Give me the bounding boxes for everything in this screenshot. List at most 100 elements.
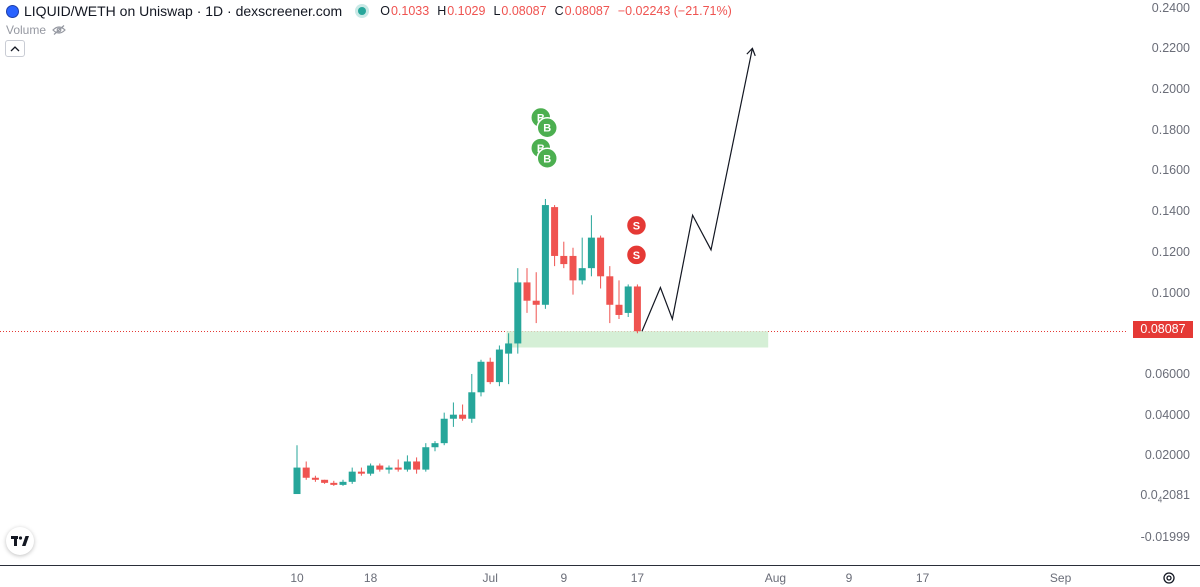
candle-up[interactable] [505,343,513,354]
candle-down[interactable] [486,361,494,383]
change-value: −0.02243 (−21.71%) [617,4,732,18]
candle-down[interactable] [394,467,402,470]
ohlc-readout: O0.1033 H0.1029 L0.08087 C0.08087 −0.022… [380,4,732,18]
candle-up[interactable] [578,268,586,281]
ohlc-key: O [380,4,390,18]
exchange-logo-icon [6,4,19,18]
price-axis[interactable]: 0.2400 0.2200 0.2000 0.1800 0.1600 0.1400 0.12… [1126,0,1200,566]
ohlc-value: 0.08087 [564,4,610,18]
candle-down[interactable] [560,255,568,265]
ohlc-value: 0.1033 [390,4,430,18]
price-axis-label: 0.1200 [1151,244,1190,259]
settings-gear-icon[interactable] [1162,571,1176,585]
sell-marker[interactable]: S [625,214,648,237]
candle-up[interactable] [440,418,448,444]
marker-label: S [633,220,640,232]
ohlc-key: H [437,4,447,18]
candle-up[interactable] [367,465,375,474]
time-axis-label: 9 [845,571,853,585]
ohlc-key: C [554,4,564,18]
candle-up[interactable] [468,392,476,419]
ohlc-key: L [493,4,501,18]
price-axis-label: 0.1000 [1151,285,1190,300]
price-axis-label: 0.2000 [1151,82,1190,97]
candle-down[interactable] [357,471,365,474]
candle-down[interactable] [376,465,384,470]
candle-down[interactable] [615,304,623,315]
volume-indicator-row[interactable]: Volume [6,23,66,37]
candle-up[interactable] [449,414,457,419]
candle-up[interactable] [477,361,485,393]
marker-label: S [633,250,640,262]
market-status-icon [358,7,367,15]
candle-down[interactable] [459,414,467,419]
marker-label: B [543,123,551,135]
candle-up[interactable] [431,443,439,448]
time-axis-label: 9 [560,571,568,585]
current-price-tag: 0.08087 [1133,321,1193,338]
candle-up[interactable] [348,471,356,482]
support-zone [506,331,769,348]
price-axis-label: 0.042081 [1140,487,1190,505]
time-axis-label: Sep [1049,571,1072,585]
candle-up[interactable] [587,237,595,269]
price-axis-label: 0.1400 [1151,204,1190,219]
price-axis-label: 0.2400 [1151,0,1190,15]
ohlc-value: 0.08087 [501,4,547,18]
candle-down[interactable] [551,207,559,256]
price-axis-label: 0.2200 [1151,41,1190,56]
time-axis-label: Aug [764,571,787,585]
time-axis-label: Jul [482,571,498,585]
candle-down[interactable] [330,482,338,485]
time-axis-border [0,565,1200,566]
time-axis-label: 18 [363,571,378,585]
buy-marker[interactable]: B [536,116,558,139]
candle-up[interactable] [514,282,522,344]
projection-path [641,48,753,332]
candle-down[interactable] [597,237,605,277]
price-axis-label: -0.01999 [1140,529,1190,544]
candle-down[interactable] [321,479,329,483]
candle-up[interactable] [385,467,393,470]
candle-down[interactable] [532,300,540,305]
candle-down[interactable] [523,282,531,301]
price-axis-label: 0.1600 [1151,163,1190,178]
symbol-title[interactable]: LIQUID/WETH on Uniswap · 1D · dexscreene… [24,3,343,19]
marker-label: B [537,143,545,155]
collapse-legend-button[interactable] [5,40,25,57]
price-axis-label: 0.02000 [1144,448,1190,463]
sell-marker[interactable]: S [625,244,648,266]
time-axis-label: 10 [290,571,304,585]
time-axis-label: 17 [630,571,645,585]
candle-down[interactable] [633,286,641,332]
buy-marker[interactable]: B [536,147,558,170]
candle-up[interactable] [293,467,301,495]
projection-arrowhead-icon [746,47,756,57]
candle-up[interactable] [339,481,347,485]
chart-header: LIQUID/WETH on Uniswap · 1D · dexscreene… [6,1,732,21]
candle-up[interactable] [624,286,632,313]
eye-hidden-icon[interactable] [52,25,66,35]
candle-up[interactable] [495,349,503,383]
candle-up[interactable] [403,461,411,470]
candle-down[interactable] [569,255,577,281]
chevron-up-icon [10,45,20,51]
tradingview-logo[interactable] [6,527,34,555]
marker-label: B [537,113,545,125]
candles-layer [293,198,641,495]
candle-down[interactable] [413,461,421,470]
volume-label: Volume [6,23,47,37]
ohlc-value: 0.1029 [447,4,486,18]
candle-up[interactable] [541,205,549,305]
marker-label: B [543,153,551,165]
candle-down[interactable] [311,477,319,480]
price-axis-label: 0.06000 [1144,366,1190,381]
time-axis-label: 17 [915,571,930,585]
candle-down[interactable] [606,276,614,305]
candle-up[interactable] [422,447,430,470]
tradingview-logo-icon [11,536,29,546]
price-axis-label: 0.1800 [1151,122,1190,137]
candle-down[interactable] [302,467,310,478]
